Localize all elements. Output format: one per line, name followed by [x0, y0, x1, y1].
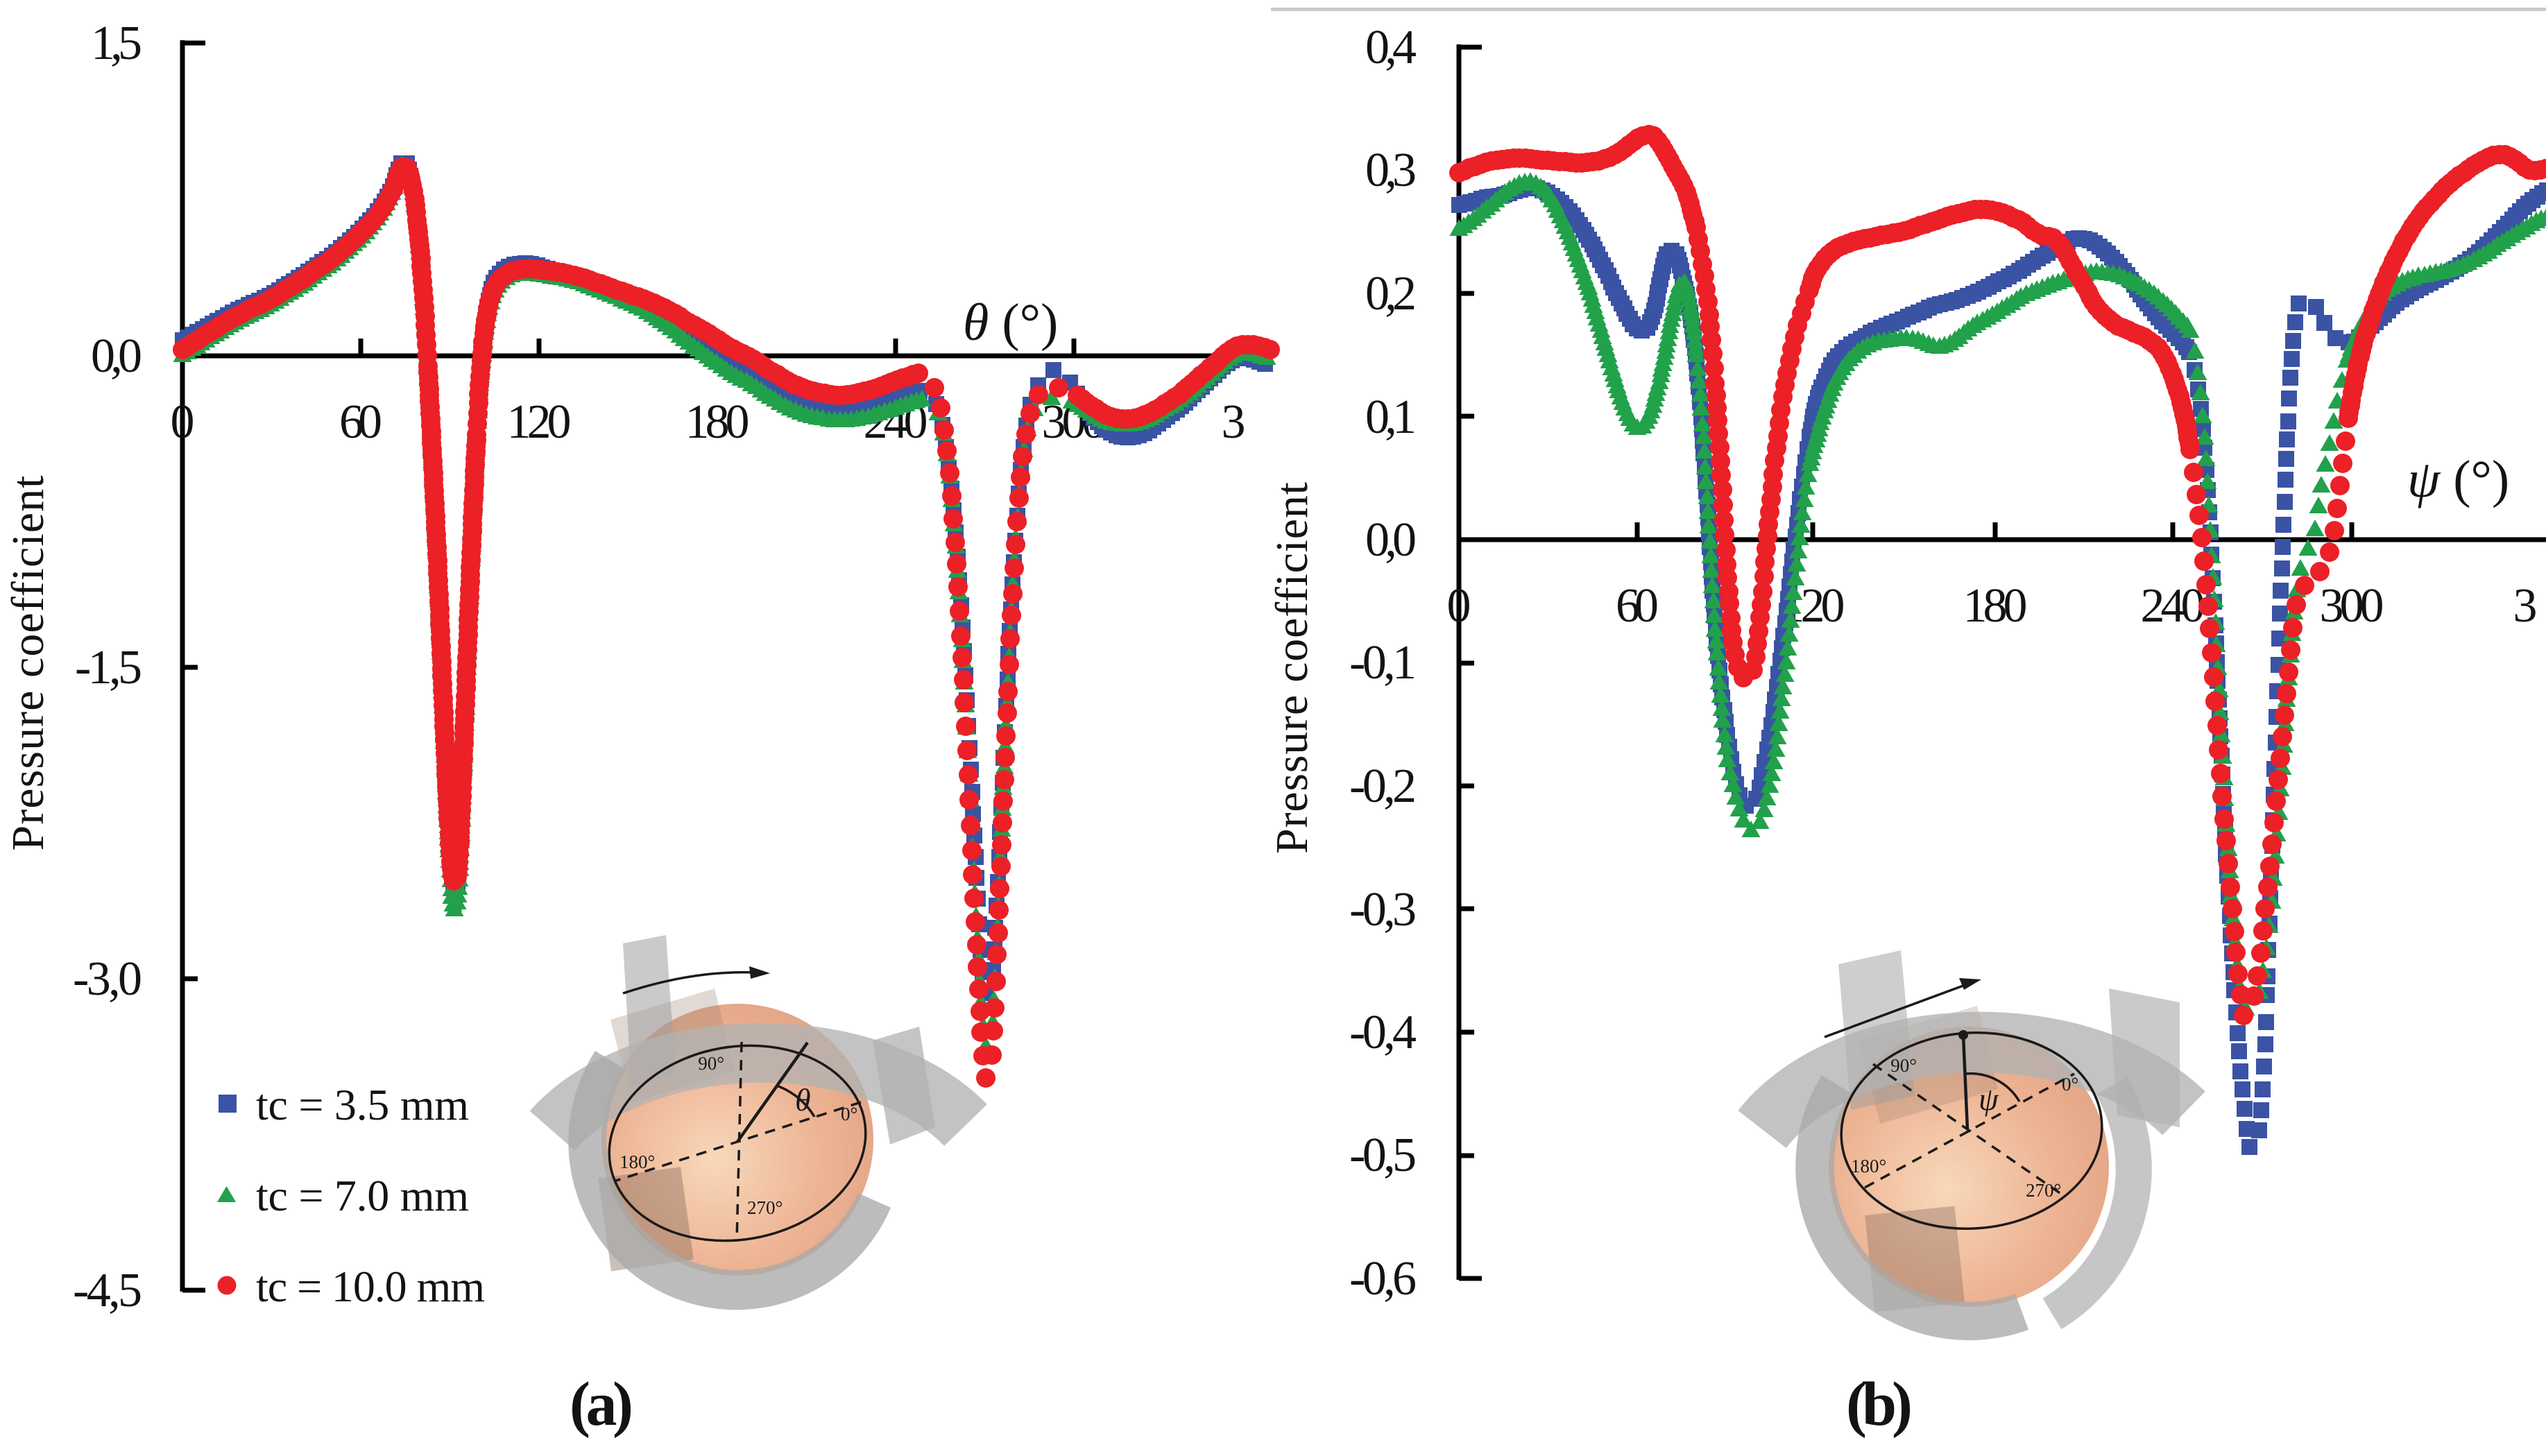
svg-text:-3,0: -3,0 — [73, 952, 142, 1006]
svg-text:0,3: 0,3 — [1365, 144, 1417, 197]
svg-text:180: 180 — [1963, 579, 2028, 633]
svg-text:θ (°): θ (°) — [963, 293, 1058, 352]
svg-text:90°: 90° — [1890, 1055, 1917, 1076]
svg-text:1,5: 1,5 — [91, 17, 142, 70]
svg-text:180°: 180° — [1851, 1156, 1886, 1176]
svg-text:90°: 90° — [698, 1053, 724, 1074]
svg-text:3: 3 — [2513, 579, 2538, 633]
svg-text:0,2: 0,2 — [1365, 267, 1417, 320]
svg-text:180: 180 — [685, 395, 750, 449]
svg-text:θ: θ — [795, 1082, 811, 1117]
svg-text:-0,4: -0,4 — [1349, 1006, 1417, 1059]
svg-text:-4,5: -4,5 — [73, 1264, 142, 1317]
svg-text:180°: 180° — [620, 1151, 655, 1172]
svg-text:0: 0 — [1447, 579, 1471, 633]
svg-text:ψ (°): ψ (°) — [2407, 450, 2509, 508]
svg-text:tc = 7.0 mm: tc = 7.0 mm — [256, 1171, 469, 1220]
svg-text:60: 60 — [339, 395, 382, 449]
svg-text:0,4: 0,4 — [1365, 21, 1417, 74]
svg-text:-0,6: -0,6 — [1349, 1252, 1417, 1305]
svg-text:ψ: ψ — [1979, 1081, 1999, 1117]
svg-text:-0,3: -0,3 — [1349, 883, 1417, 936]
svg-text:0,0: 0,0 — [1365, 513, 1417, 567]
svg-text:0,1: 0,1 — [1365, 391, 1417, 444]
svg-text:(b): (b) — [1846, 1370, 1913, 1439]
svg-text:Pressure coefficient: Pressure coefficient — [1267, 482, 1317, 854]
svg-text:0: 0 — [171, 395, 195, 449]
svg-text:60: 60 — [1616, 579, 1659, 633]
svg-text:120: 120 — [507, 395, 572, 449]
svg-text:3: 3 — [1222, 395, 1246, 449]
svg-text:Pressure coefficient: Pressure coefficient — [3, 476, 53, 851]
svg-text:0°: 0° — [841, 1104, 857, 1124]
svg-text:-0,1: -0,1 — [1349, 636, 1417, 690]
svg-text:0,0: 0,0 — [91, 329, 142, 383]
svg-text:-0,2: -0,2 — [1349, 760, 1417, 813]
svg-text:tc = 3.5 mm: tc = 3.5 mm — [256, 1080, 469, 1129]
svg-text:-1,5: -1,5 — [75, 641, 142, 694]
svg-text:tc = 10.0 mm: tc = 10.0 mm — [256, 1262, 485, 1311]
svg-text:-0,5: -0,5 — [1349, 1129, 1417, 1182]
svg-text:300: 300 — [2320, 579, 2384, 633]
svg-text:0°: 0° — [2062, 1074, 2078, 1095]
svg-text:270°: 270° — [747, 1197, 783, 1218]
svg-text:(a): (a) — [570, 1370, 633, 1439]
svg-text:270°: 270° — [2026, 1180, 2061, 1201]
svg-text:240: 240 — [2141, 579, 2205, 633]
